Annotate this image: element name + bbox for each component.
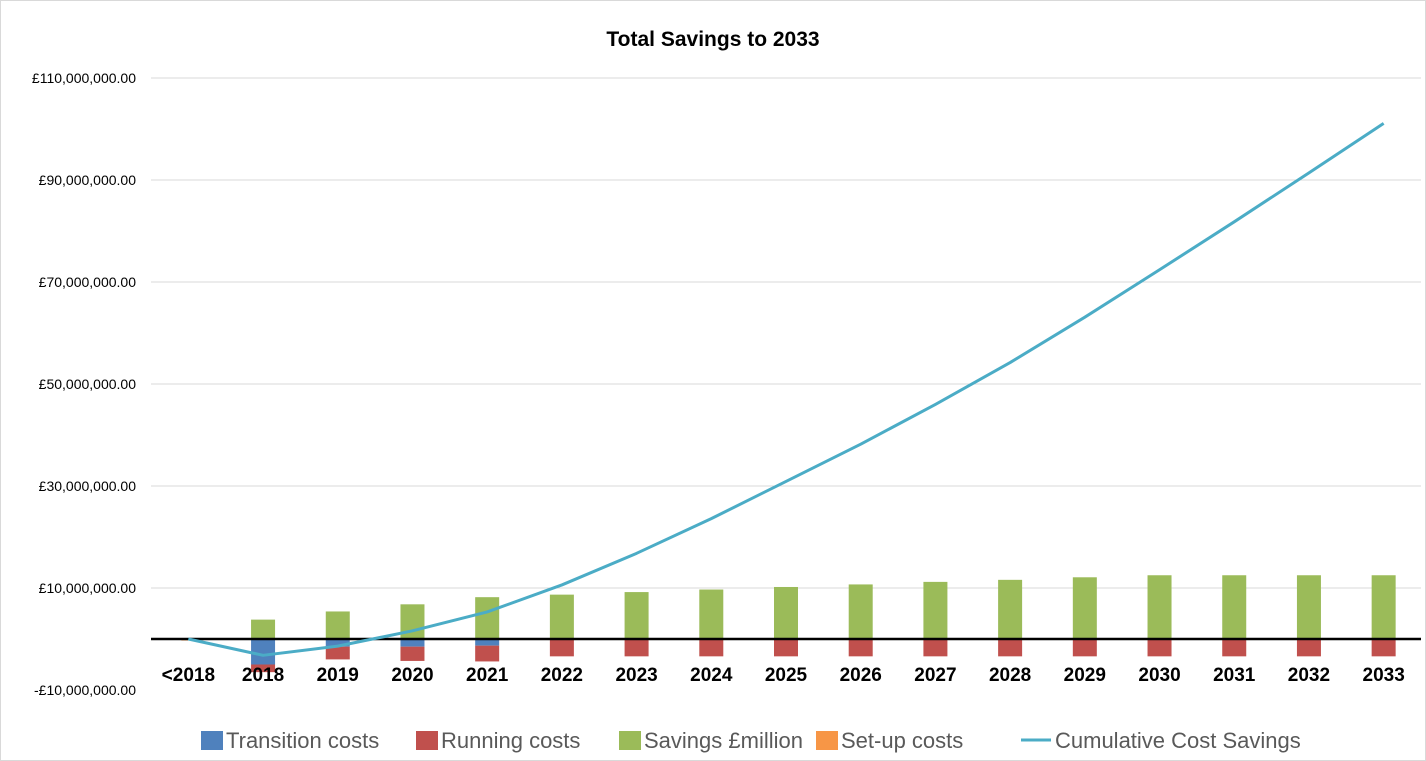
y-tick-label: £30,000,000.00 [39, 478, 137, 494]
x-tick-label: 2032 [1288, 665, 1330, 686]
y-axis-ticks: £110,000,000.00 £90,000,000.00 £70,000,000… [32, 70, 136, 698]
x-tick-label: 2027 [914, 665, 956, 686]
bar-savings-million [325, 611, 350, 639]
bar-savings-million [251, 619, 276, 639]
bar-running-costs [1371, 639, 1396, 657]
x-tick-label: 2025 [765, 665, 808, 686]
legend-label-transition-costs: Transition costs [226, 728, 379, 753]
bar-running-costs [699, 639, 724, 657]
bar-savings-million [848, 584, 873, 639]
bar-running-costs [998, 639, 1023, 657]
line-layer [188, 122, 1385, 657]
bar-running-costs [1147, 639, 1172, 657]
bar-savings-million [998, 579, 1023, 639]
y-tick-label: -£10,000,000.00 [34, 682, 136, 698]
legend-label-set-up-costs: Set-up costs [841, 728, 963, 753]
x-tick-label: 2023 [615, 665, 657, 686]
x-tick-label: 2020 [391, 665, 433, 686]
bar-savings-million [1371, 575, 1396, 639]
line-cumulative-cost-savings [188, 122, 1385, 657]
bar-running-costs [549, 639, 574, 657]
bar-savings-million [475, 597, 500, 639]
bar-running-costs [1222, 639, 1247, 657]
bar-running-costs [325, 646, 350, 660]
bar-savings-million [549, 594, 574, 639]
x-tick-label: 2030 [1138, 665, 1180, 686]
bar-layer [181, 575, 1396, 673]
x-tick-label: 2024 [690, 665, 733, 686]
x-tick-label: 2033 [1363, 665, 1405, 686]
bar-transition-costs [400, 639, 425, 647]
bar-savings-million [624, 592, 649, 639]
bar-running-costs [624, 639, 649, 657]
y-tick-label: £90,000,000.00 [39, 172, 137, 188]
bar-running-costs [923, 639, 948, 657]
bar-savings-million [699, 589, 724, 639]
bar-running-costs [475, 645, 500, 662]
bar-savings-million [1147, 575, 1172, 639]
y-tick-label: £10,000,000.00 [39, 580, 137, 596]
y-tick-label: £70,000,000.00 [39, 274, 137, 290]
legend-swatch-running-costs [416, 731, 438, 750]
legend-swatch-set-up-costs [816, 731, 838, 750]
x-tick-label: 2028 [989, 665, 1031, 686]
bar-running-costs [400, 646, 425, 661]
legend-swatch-savings-million [619, 731, 641, 750]
x-tick-label: 2031 [1213, 665, 1256, 686]
x-tick-label: 2026 [840, 665, 882, 686]
y-tick-label: £110,000,000.00 [32, 70, 136, 86]
bar-savings-million [774, 586, 798, 639]
bar-transition-costs [325, 639, 350, 647]
bar-transition-costs [251, 639, 276, 665]
bar-savings-million [1072, 577, 1097, 639]
bar-running-costs [251, 664, 276, 673]
x-tick-label: 2019 [317, 665, 359, 686]
gridlines [151, 77, 1421, 589]
x-tick-label: 2029 [1064, 665, 1106, 686]
y-tick-label: £50,000,000.00 [39, 376, 137, 392]
bar-savings-million [923, 581, 948, 639]
x-tick-label: 2018 [242, 665, 284, 686]
bar-savings-million [1296, 575, 1321, 639]
bar-running-costs [1072, 639, 1097, 657]
x-tick-label: 2021 [466, 665, 509, 686]
legend-label-cumulative-cost-savings: Cumulative Cost Savings [1055, 728, 1301, 753]
bar-running-costs [1296, 639, 1321, 657]
legend-label-running-costs: Running costs [441, 728, 580, 753]
legend: Transition costs Running costs Savings £mi… [201, 728, 1301, 753]
x-tick-label: <2018 [162, 665, 215, 686]
legend-swatch-transition-costs [201, 731, 223, 750]
bar-savings-million [1222, 575, 1247, 639]
bar-running-costs [848, 639, 873, 657]
x-axis-ticks: <2018 2018 2019 2020 2021 2022 2023 2024 2025 202… [162, 665, 1405, 686]
chart-title: Total Savings to 2033 [606, 28, 819, 51]
bar-transition-costs [475, 639, 500, 646]
x-tick-label: 2022 [541, 665, 583, 686]
bar-running-costs [774, 639, 798, 657]
legend-label-savings-million: Savings £million [644, 728, 803, 753]
